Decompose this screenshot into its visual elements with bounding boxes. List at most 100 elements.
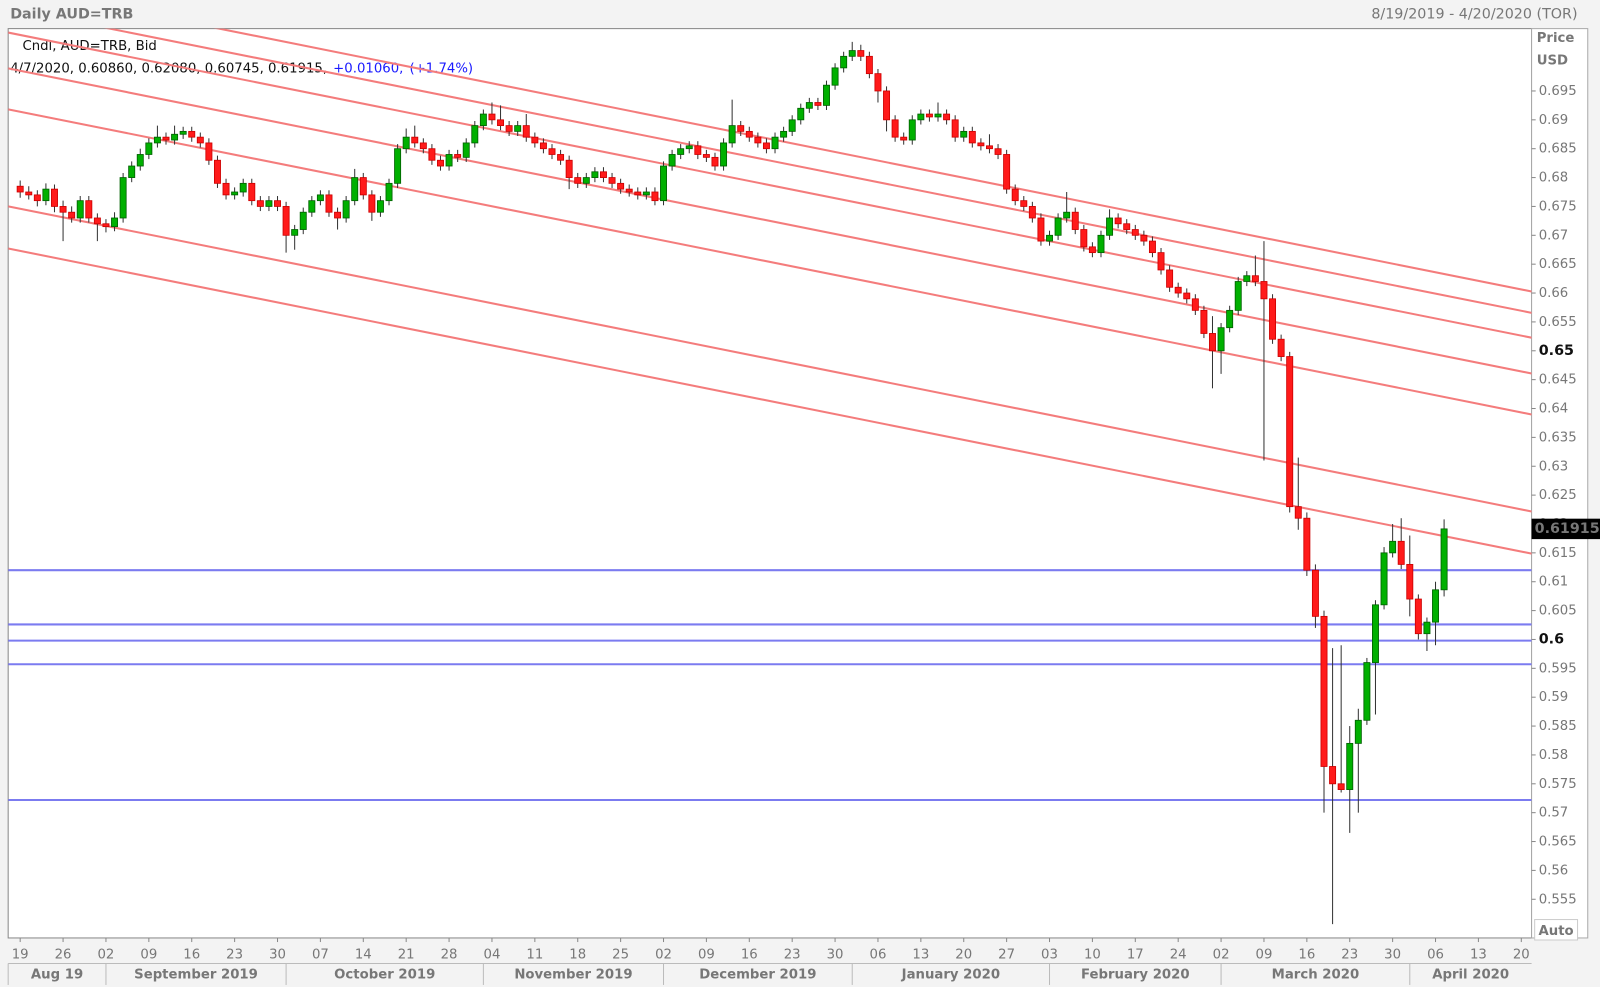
x-tick-label: 10: [1084, 947, 1101, 962]
y-tick-label: 0.595: [1539, 661, 1577, 676]
y-tick-label: 0.58: [1539, 748, 1569, 763]
legend-values: 4/7/2020, 0.60860, 0.62080, 0.60745, 0.6…: [10, 61, 473, 76]
candle-body: [1260, 281, 1268, 300]
candle-body: [462, 142, 470, 158]
x-tick-label: 20: [1513, 947, 1530, 962]
candle-body: [1294, 506, 1302, 519]
candle-body: [539, 142, 547, 150]
candle-body: [256, 200, 264, 207]
candle-body: [1346, 742, 1354, 790]
candle-body: [265, 200, 273, 207]
x-tick-label: 17: [1127, 947, 1144, 962]
axis-label: Price: [1537, 31, 1575, 46]
candle-body: [1071, 211, 1079, 230]
x-tick-label: 07: [312, 947, 329, 962]
candle-body: [934, 113, 942, 118]
candle-body: [805, 102, 813, 109]
x-tick-label: 13: [912, 947, 929, 962]
candle-body: [76, 200, 84, 219]
candle-body: [677, 148, 685, 155]
month-label: October 2019: [334, 968, 435, 983]
candle-body: [85, 200, 93, 219]
candle-body: [1200, 309, 1208, 334]
candle-body: [42, 188, 50, 202]
candle-body: [1380, 552, 1388, 606]
candle-body: [668, 154, 676, 167]
candle-body: [1011, 188, 1019, 202]
month-label: January 2020: [901, 968, 1000, 983]
candle-body: [188, 130, 196, 138]
candle-body: [1209, 333, 1216, 352]
candle-body: [848, 50, 856, 57]
candle-body: [985, 145, 993, 150]
y-tick-label: 0.605: [1539, 604, 1577, 619]
candle-body: [145, 142, 153, 155]
candle-body: [599, 171, 607, 178]
candle-body: [642, 191, 650, 196]
candle-body: [222, 182, 230, 196]
channel-line: [8, 205, 1532, 513]
x-tick-label: 02: [1213, 947, 1230, 962]
candle-body: [248, 182, 256, 202]
y-tick-label: 0.685: [1539, 142, 1577, 157]
x-tick-label: 30: [827, 947, 844, 962]
candle-body: [1174, 286, 1182, 294]
candle-body: [445, 154, 453, 167]
x-tick-label: 04: [484, 947, 501, 962]
candle-body: [196, 136, 204, 144]
candle-body: [1251, 275, 1259, 282]
y-tick-label: 0.695: [1539, 84, 1577, 99]
y-tick-label: 0.585: [1539, 719, 1577, 734]
candle-body: [1046, 234, 1053, 242]
month-label: March 2020: [1272, 968, 1360, 983]
candle-body: [1028, 206, 1036, 219]
candle-body: [428, 148, 436, 161]
candle-body: [1372, 604, 1379, 663]
y-tick-label: 0.565: [1539, 835, 1577, 850]
legend-change-pct: (+1.74%): [410, 61, 474, 76]
candle-body: [239, 182, 247, 193]
x-tick-label: 16: [1298, 947, 1315, 962]
chart-title: Daily AUD=TRB: [10, 6, 133, 22]
candle-body: [68, 211, 76, 219]
x-tick-label: 23: [1341, 947, 1358, 962]
candle-body: [1397, 540, 1405, 565]
candle-body: [968, 130, 976, 144]
candle-body: [325, 194, 333, 213]
candle-body: [385, 182, 393, 202]
candle-body: [522, 125, 530, 138]
candle-body: [471, 125, 479, 144]
candle-body: [908, 119, 916, 141]
auto-button[interactable]: [1534, 919, 1579, 941]
candle-body: [25, 191, 33, 196]
candle-body: [368, 194, 376, 213]
month-label: April 2020: [1432, 968, 1509, 983]
candle-body: [565, 159, 573, 178]
auto-label[interactable]: Auto: [1539, 924, 1574, 939]
month-label: Aug 19: [31, 968, 83, 983]
y-tick-label: 0.68: [1539, 171, 1569, 186]
month-label: December 2019: [699, 968, 816, 983]
candle-body: [136, 154, 144, 167]
x-tick-label: 23: [226, 947, 243, 962]
candle-body: [111, 217, 119, 228]
candle-body: [900, 136, 908, 141]
candle-body: [16, 185, 24, 193]
candle-body: [1286, 356, 1294, 508]
x-tick-label: 06: [1427, 947, 1444, 962]
candle-body: [102, 223, 110, 228]
candle-body: [1311, 569, 1319, 617]
candle-body: [1183, 292, 1191, 300]
candle-body: [694, 145, 702, 155]
candle-body: [651, 191, 659, 202]
candle-body: [951, 119, 959, 138]
candle-body: [376, 200, 384, 213]
candle-body: [857, 50, 865, 57]
candle-body: [1131, 229, 1139, 236]
y-tick-label: 0.675: [1539, 199, 1577, 214]
plot: [8, 28, 1532, 925]
candle-body: [814, 102, 822, 106]
x-tick-label: 18: [569, 947, 586, 962]
candle-body: [625, 188, 633, 193]
